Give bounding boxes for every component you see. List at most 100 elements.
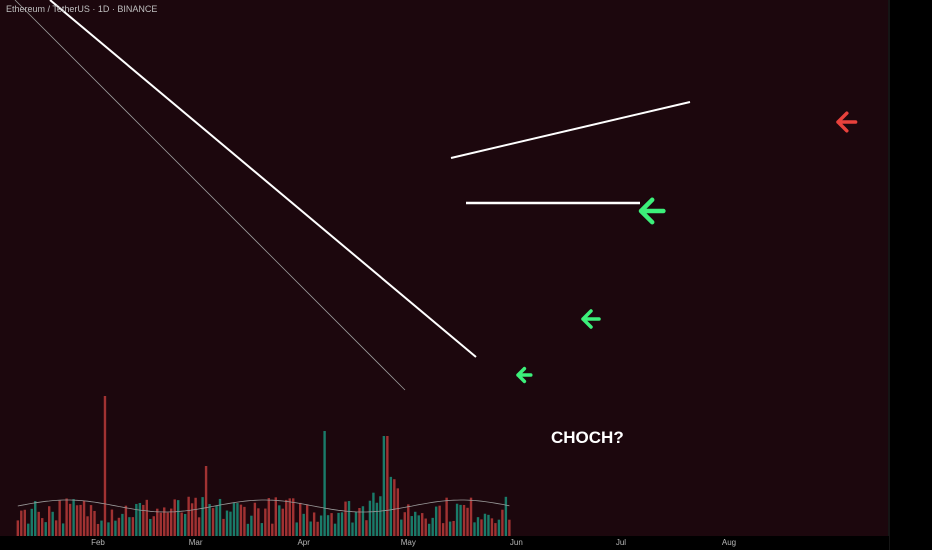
volume-bar [452, 520, 455, 536]
volume-bar [417, 515, 420, 536]
volume-bar [396, 488, 400, 536]
trendlines-layer [14, 0, 691, 391]
volume-bar [173, 499, 176, 536]
volume-bar [72, 499, 75, 536]
volume-bar [424, 518, 427, 536]
volume-bar [483, 513, 487, 536]
volume-bar [110, 509, 114, 536]
volume-bar [323, 431, 326, 536]
volume-bar [61, 523, 65, 536]
time-tick-label: Apr [297, 538, 310, 547]
volume-bar [400, 519, 403, 536]
volume-bar [257, 508, 260, 536]
time-tick-label: Jun [510, 538, 523, 547]
volume-bar [421, 513, 424, 536]
volume-bar [292, 498, 295, 536]
volume-bar [197, 517, 201, 536]
volume-bar [58, 500, 61, 536]
zones-layer [0, 0, 888, 536]
time-tick-label: Jul [616, 538, 626, 547]
volume-bar [298, 502, 302, 536]
volume-bar [490, 518, 494, 536]
volume-bar [100, 520, 103, 536]
volume-bar [86, 516, 89, 536]
volume-bar [337, 512, 340, 536]
volume-bar [278, 505, 281, 536]
volume-bar [135, 503, 138, 536]
volume-bar [312, 512, 316, 536]
volume-bar [365, 520, 368, 536]
volume-bar [138, 502, 142, 536]
volume-bar [152, 516, 155, 536]
volume-bar [79, 504, 82, 536]
volume-bar [469, 497, 473, 536]
volume-bar [410, 516, 413, 536]
volume-bar [344, 501, 347, 536]
choch-annotation: CHOCH? [551, 428, 624, 447]
volume-bar [96, 523, 100, 536]
volume-bar [459, 504, 462, 536]
volume-bar [145, 499, 149, 536]
volume-bar [466, 507, 469, 536]
volume-bar [407, 504, 410, 536]
volume-bar [114, 520, 117, 536]
volume-bar [131, 517, 135, 536]
volume-bar [187, 496, 190, 536]
volume-bar [445, 497, 448, 536]
volume-bar [431, 517, 434, 536]
arrow-left [638, 197, 666, 225]
volume-bar [142, 504, 145, 536]
volume-bar [354, 511, 358, 536]
volume-bar [82, 500, 86, 536]
volume-bar [403, 512, 406, 536]
volume-layer [16, 396, 511, 536]
volume-bar [75, 505, 79, 536]
volume-bar [159, 512, 162, 536]
volume-bar [47, 506, 51, 536]
volume-bar [501, 509, 504, 536]
volume-bar [68, 503, 72, 536]
volume-bar [508, 519, 511, 536]
volume-bar [190, 503, 194, 536]
volume-bar [201, 497, 204, 536]
volume-bar [302, 513, 305, 536]
volume-bar [271, 523, 274, 536]
volume-bar [267, 498, 271, 536]
volume-bar [218, 498, 222, 536]
volume-bar [441, 523, 445, 536]
volume-bar [414, 511, 417, 536]
arrow-left [581, 309, 601, 329]
volume-bar [183, 513, 187, 536]
volume-bar [54, 520, 58, 536]
price-axis-layer: 800.001,000.001,200.001,400.001,600.001,… [888, 0, 932, 550]
volume-bar [166, 512, 169, 536]
volume-bar [494, 523, 497, 536]
resistance-trendline [450, 101, 691, 159]
volume-bar [389, 476, 393, 536]
volume-bar [340, 512, 344, 536]
volume-bar [455, 503, 459, 536]
volume-bar [176, 500, 180, 536]
volume-bar [250, 515, 253, 536]
volume-bar [156, 508, 159, 536]
volume-bar [243, 506, 246, 536]
volume-bar [497, 519, 501, 536]
volume-bar [215, 505, 218, 536]
volume-bar [16, 520, 20, 536]
arrow-left [516, 366, 533, 384]
volume-bar [117, 517, 121, 536]
volume-bar [222, 518, 225, 536]
volume-bar [476, 517, 480, 536]
chart-title: Ethereum / TetherUS · 1D · BINANCE [6, 4, 157, 14]
channel-line [14, 0, 406, 391]
volume-bar [27, 523, 30, 536]
downtrend-line [49, 0, 477, 358]
time-tick-label: Feb [91, 538, 105, 547]
volume-bar [253, 502, 257, 536]
volume-bar [20, 510, 23, 536]
volume-bar [246, 523, 250, 536]
volume-bar [208, 504, 211, 536]
arrows-layer [516, 111, 858, 384]
volume-bar [211, 508, 215, 536]
